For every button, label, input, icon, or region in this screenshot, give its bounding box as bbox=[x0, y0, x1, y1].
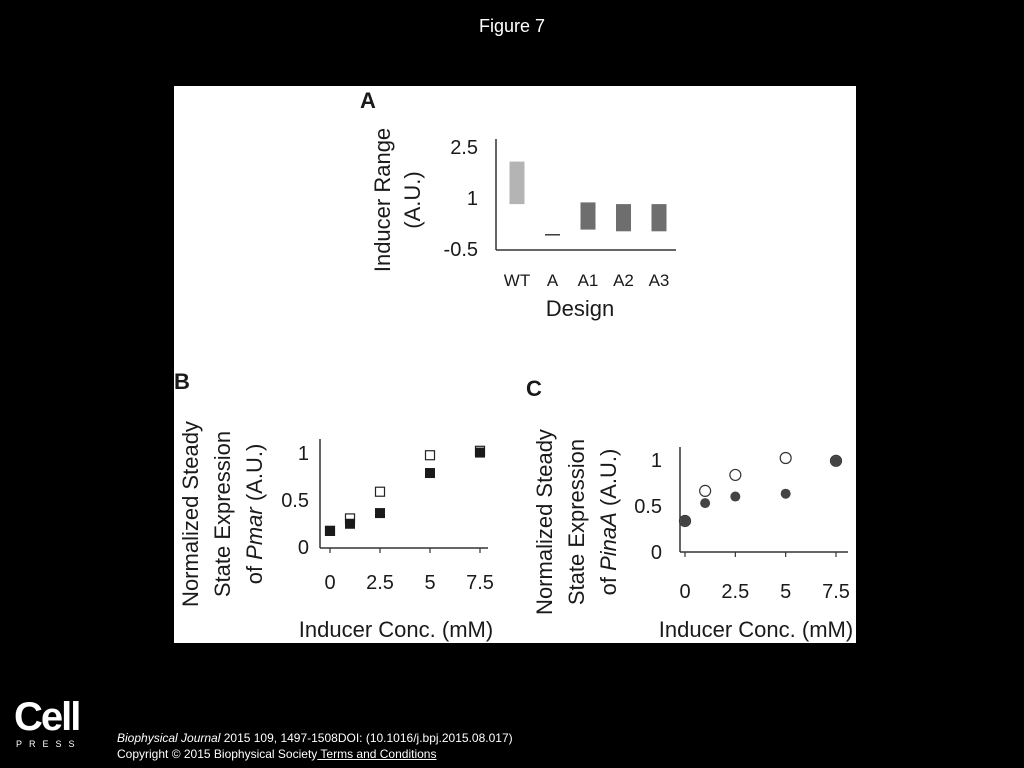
copyright-text: Copyright © 2015 Biophysical Society bbox=[117, 747, 318, 761]
chart-b-xtick: 2.5 bbox=[366, 572, 394, 594]
chart-c-ylabel-line2: State Expression bbox=[564, 439, 589, 605]
chart-a-ytick: -0.5 bbox=[444, 239, 478, 261]
chart-b-point-filled bbox=[475, 447, 485, 458]
chart-c-xlabel: Inducer Conc. (mM) bbox=[659, 617, 853, 642]
chart-a-ylabel-line1: Inducer Range bbox=[370, 128, 395, 272]
chart-b-point-filled bbox=[325, 525, 335, 536]
chart-a-bar bbox=[545, 234, 560, 236]
chart-b-ytick: 1 bbox=[298, 443, 309, 465]
chart-c-point-filled bbox=[780, 488, 791, 499]
chart-a-bar bbox=[651, 204, 667, 232]
chart-a-ytick: 2.5 bbox=[450, 137, 478, 159]
chart-b-xtick: 0 bbox=[324, 572, 335, 594]
chart-a-xtick: A2 bbox=[613, 271, 634, 290]
chart-b-xticks: 0 2.5 5 7.5 bbox=[324, 548, 494, 594]
chart-c-point-filled bbox=[730, 491, 741, 502]
chart-c-xtick: 7.5 bbox=[822, 581, 850, 603]
chart-b-point-filled bbox=[375, 508, 385, 519]
chart-a-bar bbox=[580, 202, 596, 230]
journal-name: Biophysical Journal bbox=[117, 731, 221, 745]
chart-a-bar bbox=[616, 204, 631, 232]
terms-link[interactable]: Terms and Conditions bbox=[317, 747, 437, 761]
chart-a-xlabel: Design bbox=[546, 296, 614, 321]
chart-c-ylabel-line3: of PinaA (A.U.) bbox=[596, 449, 621, 596]
cell-press-logo: Cell PRESS bbox=[14, 695, 86, 753]
chart-a-xtick: A3 bbox=[649, 271, 670, 290]
chart-c-point-open bbox=[699, 484, 712, 497]
chart-a-ytick: 1 bbox=[467, 188, 478, 210]
panel-a-letter: A bbox=[360, 88, 376, 113]
citation-details: 2015 109, 1497-1508DOI: (10.1016/j.bpj.2… bbox=[220, 731, 513, 745]
chart-b: B Normalized Steady State Expression of … bbox=[174, 369, 494, 642]
chart-c-point-filled bbox=[700, 498, 711, 509]
chart-b-ytick: 0 bbox=[298, 537, 309, 559]
chart-c-point-filled bbox=[680, 515, 690, 526]
chart-c-xticks: 0 2.5 5 7.5 bbox=[679, 552, 850, 603]
chart-c-marks bbox=[678, 451, 843, 528]
chart-b-point-filled bbox=[345, 518, 355, 529]
chart-b-ylabel-line1: Normalized Steady bbox=[178, 421, 203, 607]
chart-b-ylabel-line3: of Pmar (A.U.) bbox=[242, 444, 267, 585]
chart-c-point-open bbox=[779, 451, 792, 465]
chart-b-point-filled bbox=[425, 468, 435, 479]
panel-c-letter: C bbox=[526, 376, 542, 401]
chart-c-ytick: 1 bbox=[651, 450, 662, 472]
chart-b-xtick: 7.5 bbox=[466, 572, 494, 594]
chart-a-xtick: WT bbox=[504, 271, 530, 290]
chart-c-xtick: 2.5 bbox=[721, 581, 749, 603]
logo-sub: PRESS bbox=[16, 739, 82, 749]
chart-b-xtick: 5 bbox=[424, 572, 435, 594]
figure-svg: A Inducer Range (A.U.) 2.5 1 -0.5 WT A A1 A… bbox=[174, 88, 853, 642]
chart-a-marks: WT A A1 A2 A3 bbox=[504, 161, 670, 290]
chart-c-point-filled bbox=[831, 455, 841, 466]
citation-line-2: Copyright © 2015 Biophysical Society Ter… bbox=[117, 746, 513, 762]
chart-b-point-open bbox=[424, 450, 436, 461]
chart-a-bar bbox=[509, 161, 525, 205]
chart-b-ytick: 0.5 bbox=[281, 490, 309, 512]
chart-c: C Normalized Steady State Expression of … bbox=[526, 376, 853, 642]
figure-panel: A Inducer Range (A.U.) 2.5 1 -0.5 WT A A1 A… bbox=[174, 86, 856, 643]
citation: Biophysical Journal 2015 109, 1497-1508D… bbox=[117, 730, 513, 762]
chart-a-xtick: A1 bbox=[578, 271, 599, 290]
chart-c-ytick: 0.5 bbox=[634, 496, 662, 518]
chart-c-ytick: 0 bbox=[651, 542, 662, 564]
chart-a: A Inducer Range (A.U.) 2.5 1 -0.5 WT A A1 A… bbox=[360, 88, 676, 321]
chart-c-ylabel-line1: Normalized Steady bbox=[532, 429, 557, 615]
chart-b-point-open bbox=[374, 486, 386, 497]
logo-word: Cell bbox=[14, 695, 81, 739]
panel-b-letter: B bbox=[174, 369, 190, 394]
chart-a-ylabel-line2: (A.U.) bbox=[400, 171, 425, 228]
chart-c-xtick: 0 bbox=[679, 581, 690, 603]
chart-c-point-open bbox=[729, 468, 742, 482]
chart-c-xtick: 5 bbox=[780, 581, 791, 603]
citation-line-1: Biophysical Journal 2015 109, 1497-1508D… bbox=[117, 730, 513, 746]
chart-b-ylabel-line2: State Expression bbox=[210, 431, 235, 597]
figure-title: Figure 7 bbox=[478, 16, 546, 36]
chart-a-xtick: A bbox=[547, 271, 559, 290]
chart-b-xlabel: Inducer Conc. (mM) bbox=[299, 617, 493, 642]
chart-b-marks bbox=[324, 445, 486, 536]
